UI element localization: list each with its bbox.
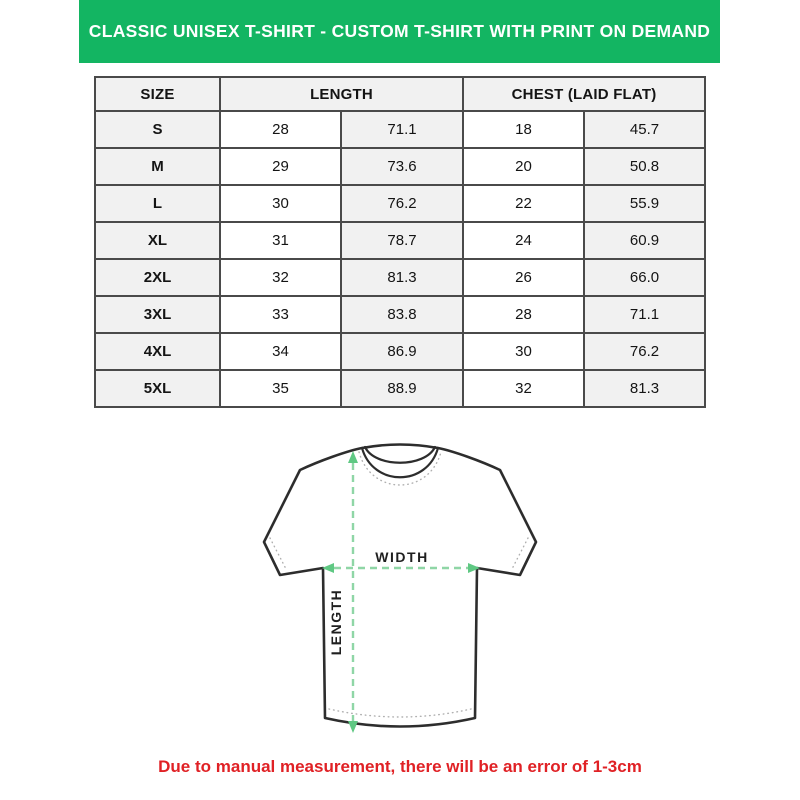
length-in-cell: 33 [219, 295, 342, 334]
chest-in-cell: 24 [462, 221, 585, 260]
tshirt-collar [360, 445, 440, 479]
table-row: M 29 73.6 20 50.8 [94, 147, 707, 186]
size-cell: S [94, 110, 221, 149]
chest-in-cell: 20 [462, 147, 585, 186]
width-arrow [322, 563, 480, 573]
length-in-cell: 32 [219, 258, 342, 297]
table-row: S 28 71.1 18 45.7 [94, 110, 707, 149]
table-row: L 30 76.2 22 55.9 [94, 184, 707, 223]
size-cell: 3XL [94, 295, 221, 334]
chest-in-cell: 30 [462, 332, 585, 371]
stitch-line-right-cuff [511, 537, 529, 570]
arrowhead-down-icon [348, 721, 358, 733]
length-in-cell: 28 [219, 110, 342, 149]
chest-in-cell: 32 [462, 369, 585, 408]
length-in-cell: 29 [219, 147, 342, 186]
tshirt-diagram-svg: WIDTH LENGTH [262, 443, 538, 733]
chest-in-cell: 28 [462, 295, 585, 334]
arrowhead-right-icon [468, 563, 480, 573]
length-in-cell: 31 [219, 221, 342, 260]
chest-cm-cell: 81.3 [582, 369, 707, 408]
length-cm-cell: 86.9 [340, 332, 464, 371]
chest-in-cell: 18 [462, 110, 585, 149]
tshirt-outline [262, 443, 538, 728]
stitch-line-left-cuff [269, 537, 287, 570]
width-label: WIDTH [375, 549, 428, 565]
length-cm-cell: 88.9 [340, 369, 464, 408]
length-cm-cell: 81.3 [340, 258, 464, 297]
length-cm-cell: 78.7 [340, 221, 464, 260]
size-cell: 4XL [94, 332, 221, 371]
arrowhead-left-icon [322, 563, 334, 573]
stitch-line-collar [358, 451, 442, 486]
chest-cm-cell: 66.0 [582, 258, 707, 297]
length-in-cell: 35 [219, 369, 342, 408]
header-chest: CHEST (LAID FLAT) [461, 76, 707, 112]
table-row: 5XL 35 88.9 32 81.3 [94, 369, 707, 408]
table-header-row: SIZE LENGTH CHEST (LAID FLAT) [94, 76, 707, 112]
length-cm-cell: 83.8 [340, 295, 464, 334]
length-cm-cell: 71.1 [340, 110, 464, 149]
length-in-cell: 34 [219, 332, 342, 371]
length-cm-cell: 76.2 [340, 184, 464, 223]
size-cell: L [94, 184, 221, 223]
arrowhead-up-icon [348, 451, 358, 463]
chest-cm-cell: 60.9 [582, 221, 707, 260]
size-cell: 2XL [94, 258, 221, 297]
size-cell: 5XL [94, 369, 221, 408]
size-chart-table: SIZE LENGTH CHEST (LAID FLAT) S 28 71.1 … [94, 76, 707, 408]
chest-cm-cell: 76.2 [582, 332, 707, 371]
length-cm-cell: 73.6 [340, 147, 464, 186]
header-length: LENGTH [219, 76, 464, 112]
title-banner: CLASSIC UNISEX T-SHIRT - CUSTOM T-SHIRT … [79, 0, 720, 63]
length-in-cell: 30 [219, 184, 342, 223]
header-size: SIZE [94, 76, 221, 112]
size-cell: XL [94, 221, 221, 260]
table-row: XL 31 78.7 24 60.9 [94, 221, 707, 260]
page-title: CLASSIC UNISEX T-SHIRT - CUSTOM T-SHIRT … [88, 21, 711, 41]
measurement-error-note: Due to manual measurement, there will be… [158, 757, 642, 776]
chest-in-cell: 22 [462, 184, 585, 223]
chest-in-cell: 26 [462, 258, 585, 297]
table-row: 4XL 34 86.9 30 76.2 [94, 332, 707, 371]
length-label: LENGTH [328, 589, 344, 656]
tshirt-measurement-diagram: WIDTH LENGTH [253, 438, 545, 748]
chest-cm-cell: 71.1 [582, 295, 707, 334]
table-row: 2XL 32 81.3 26 66.0 [94, 258, 707, 297]
chest-cm-cell: 45.7 [582, 110, 707, 149]
size-cell: M [94, 147, 221, 186]
tshirt-silhouette [264, 444, 536, 727]
length-arrow [348, 451, 358, 733]
chest-cm-cell: 50.8 [582, 147, 707, 186]
table-row: 3XL 33 83.8 28 71.1 [94, 295, 707, 334]
chest-cm-cell: 55.9 [582, 184, 707, 223]
